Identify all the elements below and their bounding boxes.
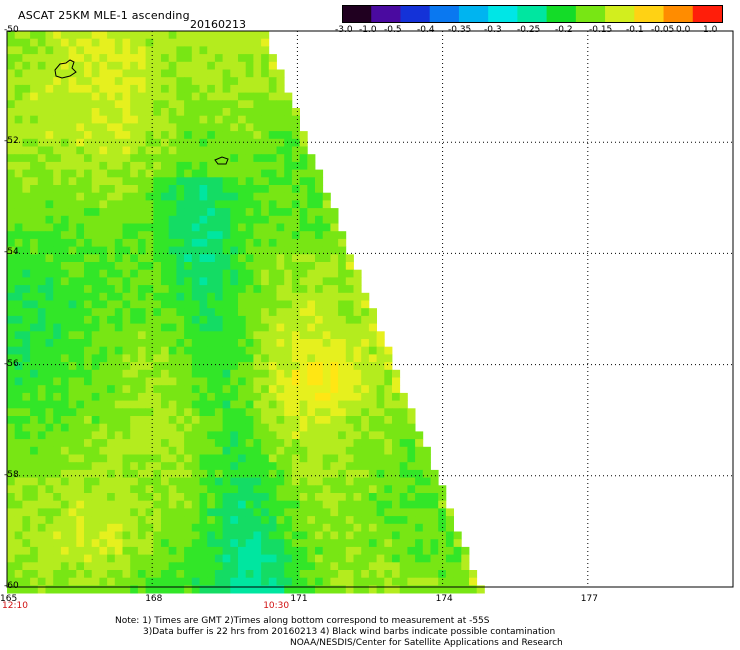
time-label: 10:30 xyxy=(263,601,290,611)
colorbar-segment xyxy=(517,5,548,22)
longitude-label: 177 xyxy=(580,594,598,604)
colorbar-segment xyxy=(400,5,431,22)
longitude-label: 171 xyxy=(290,594,308,604)
colorbar-tick-label: 1.0 xyxy=(703,25,718,35)
latitude-label: -56 xyxy=(4,358,19,369)
colorbar-tick-label: -0.35 xyxy=(448,25,472,35)
colorbar-tick-label: -0.4 xyxy=(417,25,435,35)
colorbar-tick-label: -0.05 xyxy=(651,25,675,35)
colorbar-tick-label: -3.0 xyxy=(335,25,353,35)
colorbar xyxy=(342,5,723,23)
credit-line: NOAA/NESDIS/Center for Satellite Applica… xyxy=(290,638,563,648)
colorbar-segment xyxy=(429,5,460,22)
data-map xyxy=(6,30,734,594)
longitude-label: 165 xyxy=(0,594,18,604)
colorbar-segment xyxy=(634,5,665,22)
latitude-label: -54 xyxy=(4,247,19,258)
coastline xyxy=(54,59,229,165)
colorbar-segment xyxy=(575,5,606,22)
colorbar-segment xyxy=(458,5,489,22)
colorbar-segment xyxy=(342,5,372,22)
note-line-1: Note: 1) Times are GMT 2)Times along bot… xyxy=(115,616,490,626)
longitude-label: 168 xyxy=(145,594,163,604)
latitude-label: -60 xyxy=(4,581,19,591)
latitude-label: -50 xyxy=(4,25,19,35)
colorbar-tick-label: -1.0 xyxy=(359,25,377,35)
colorbar-tick-label: -0.2 xyxy=(555,25,573,35)
note-line-2: 3)Data buffer is 22 hrs from 20160213 4)… xyxy=(143,627,556,637)
time-label: 12:10 xyxy=(2,601,28,611)
colorbar-tick-label: -0.3 xyxy=(484,25,502,35)
longitude-label: 174 xyxy=(435,594,453,604)
colorbar-tick-label: -0.5 xyxy=(384,25,402,35)
latitude-label: -52 xyxy=(4,136,19,147)
data-swath xyxy=(7,31,485,594)
plot-date: 20160213 xyxy=(190,18,246,31)
colorbar-segment xyxy=(488,5,518,22)
latitude-label: -58 xyxy=(4,469,19,480)
colorbar-segment xyxy=(546,5,577,22)
plot-title: ASCAT 25KM MLE-1 ascending xyxy=(18,9,190,22)
colorbar-segment xyxy=(663,5,694,22)
colorbar-tick-label: 0.0 xyxy=(676,25,691,35)
colorbar-tick-label: -0.25 xyxy=(517,25,541,35)
colorbar-segment xyxy=(692,5,723,22)
colorbar-segment xyxy=(371,5,401,22)
colorbar-tick-label: -0.15 xyxy=(589,25,613,35)
colorbar-tick-label: -0.1 xyxy=(626,25,644,35)
colorbar-segment xyxy=(605,5,635,22)
